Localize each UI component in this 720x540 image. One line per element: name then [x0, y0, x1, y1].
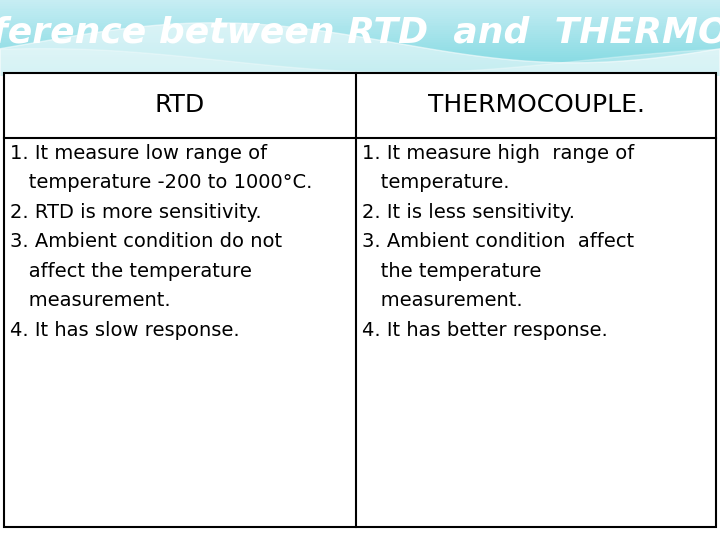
Bar	[0, 49, 720, 51]
Text: THERMOCOUPLE.: THERMOCOUPLE.	[428, 93, 645, 117]
Bar	[0, 72, 720, 74]
Bar	[0, 13, 720, 15]
Bar	[0, 17, 720, 19]
Bar	[0, 47, 720, 49]
Bar	[0, 28, 720, 30]
Bar	[0, 70, 720, 72]
Bar	[0, 19, 720, 21]
Bar	[0, 8, 720, 10]
Bar	[0, 68, 720, 70]
Bar	[4, 73, 716, 526]
Bar	[0, 34, 720, 36]
Bar	[0, 2, 720, 4]
Bar	[0, 5, 720, 8]
Bar	[0, 11, 720, 13]
Text: 1. It measure low range of
   temperature -200 to 1000°C.
2. RTD is more sensiti: 1. It measure low range of temperature -…	[9, 144, 312, 340]
Bar	[0, 15, 720, 17]
Bar	[0, 23, 720, 25]
Bar	[0, 55, 720, 57]
Bar	[0, 59, 720, 60]
Bar	[0, 10, 720, 11]
Bar	[0, 25, 720, 26]
Bar	[0, 38, 720, 40]
Text: ference between RTD  and  THERMOCOUPLE: ference between RTD and THERMOCOUPLE	[0, 16, 720, 50]
Bar	[0, 0, 720, 2]
Bar	[0, 36, 720, 38]
Bar	[0, 42, 720, 44]
Bar	[0, 74, 720, 76]
Bar	[0, 51, 720, 53]
Bar	[0, 21, 720, 23]
Bar	[0, 57, 720, 59]
Bar	[0, 45, 720, 47]
Bar	[0, 44, 720, 45]
Bar	[0, 32, 720, 34]
Bar	[0, 4, 720, 5]
Bar	[0, 30, 720, 32]
Bar	[0, 60, 720, 62]
Bar	[0, 26, 720, 28]
Bar	[0, 62, 720, 64]
Bar	[0, 53, 720, 55]
Text: RTD: RTD	[155, 93, 205, 117]
Bar	[0, 64, 720, 66]
Bar	[0, 66, 720, 68]
Text: 1. It measure high  range of
   temperature.
2. It is less sensitivity.
3. Ambie: 1. It measure high range of temperature.…	[362, 144, 634, 340]
Bar	[0, 40, 720, 42]
